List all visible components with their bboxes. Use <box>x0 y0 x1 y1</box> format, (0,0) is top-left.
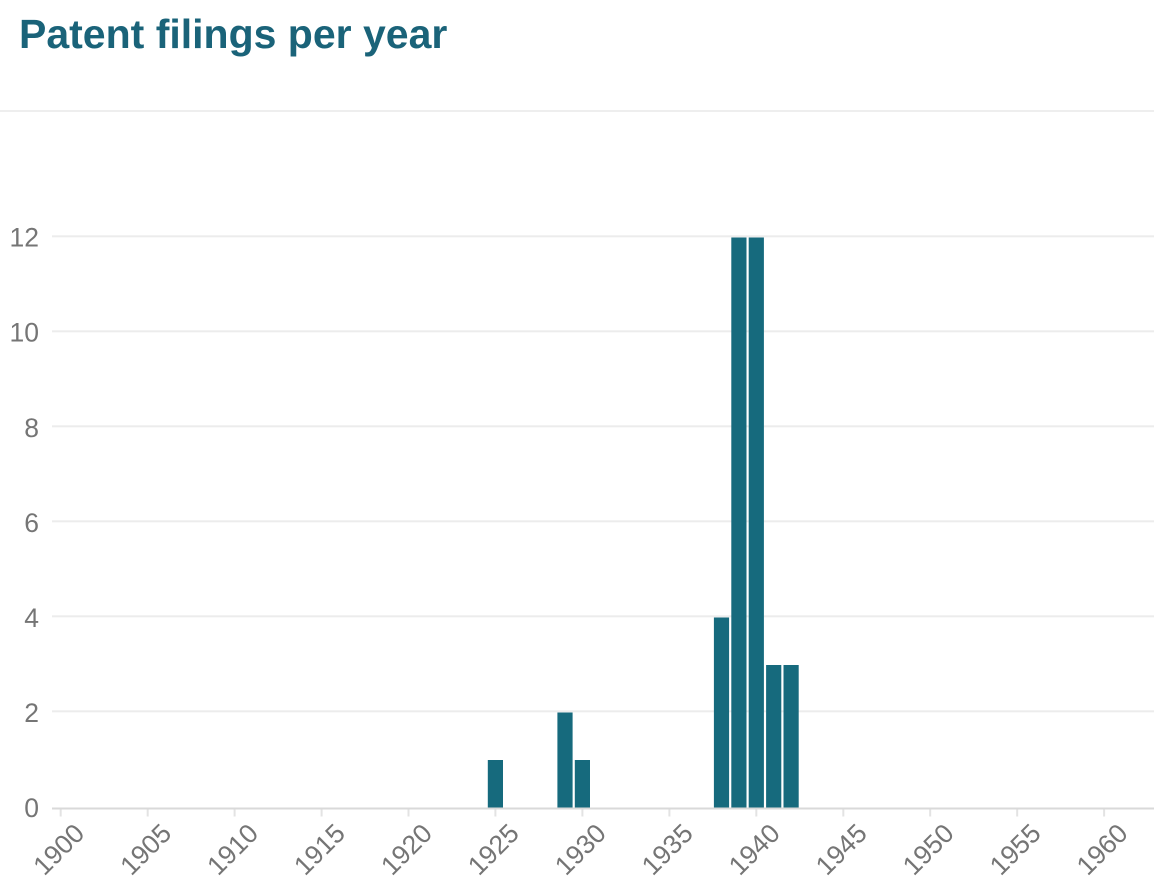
svg-text:1935: 1935 <box>636 818 699 881</box>
svg-text:1905: 1905 <box>114 818 177 881</box>
svg-text:1910: 1910 <box>201 818 264 881</box>
svg-text:0: 0 <box>24 793 39 823</box>
svg-text:6: 6 <box>24 508 39 538</box>
svg-text:1915: 1915 <box>288 818 351 881</box>
svg-text:2: 2 <box>24 698 39 728</box>
svg-text:1955: 1955 <box>984 818 1047 881</box>
svg-text:4: 4 <box>24 603 39 633</box>
svg-text:1920: 1920 <box>375 818 438 881</box>
svg-text:1930: 1930 <box>549 818 612 881</box>
svg-text:1945: 1945 <box>810 818 873 881</box>
svg-text:12: 12 <box>10 223 39 253</box>
svg-text:1900: 1900 <box>27 818 90 881</box>
svg-text:1940: 1940 <box>723 818 786 881</box>
svg-text:10: 10 <box>10 318 39 348</box>
svg-text:1960: 1960 <box>1071 818 1134 881</box>
svg-text:1950: 1950 <box>897 818 960 881</box>
svg-text:8: 8 <box>24 413 39 443</box>
svg-text:1925: 1925 <box>462 818 525 881</box>
